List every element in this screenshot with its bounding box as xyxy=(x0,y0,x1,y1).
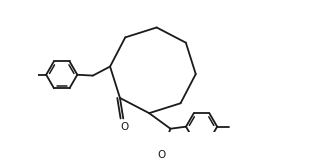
Text: O: O xyxy=(120,122,128,132)
Text: O: O xyxy=(157,150,165,160)
